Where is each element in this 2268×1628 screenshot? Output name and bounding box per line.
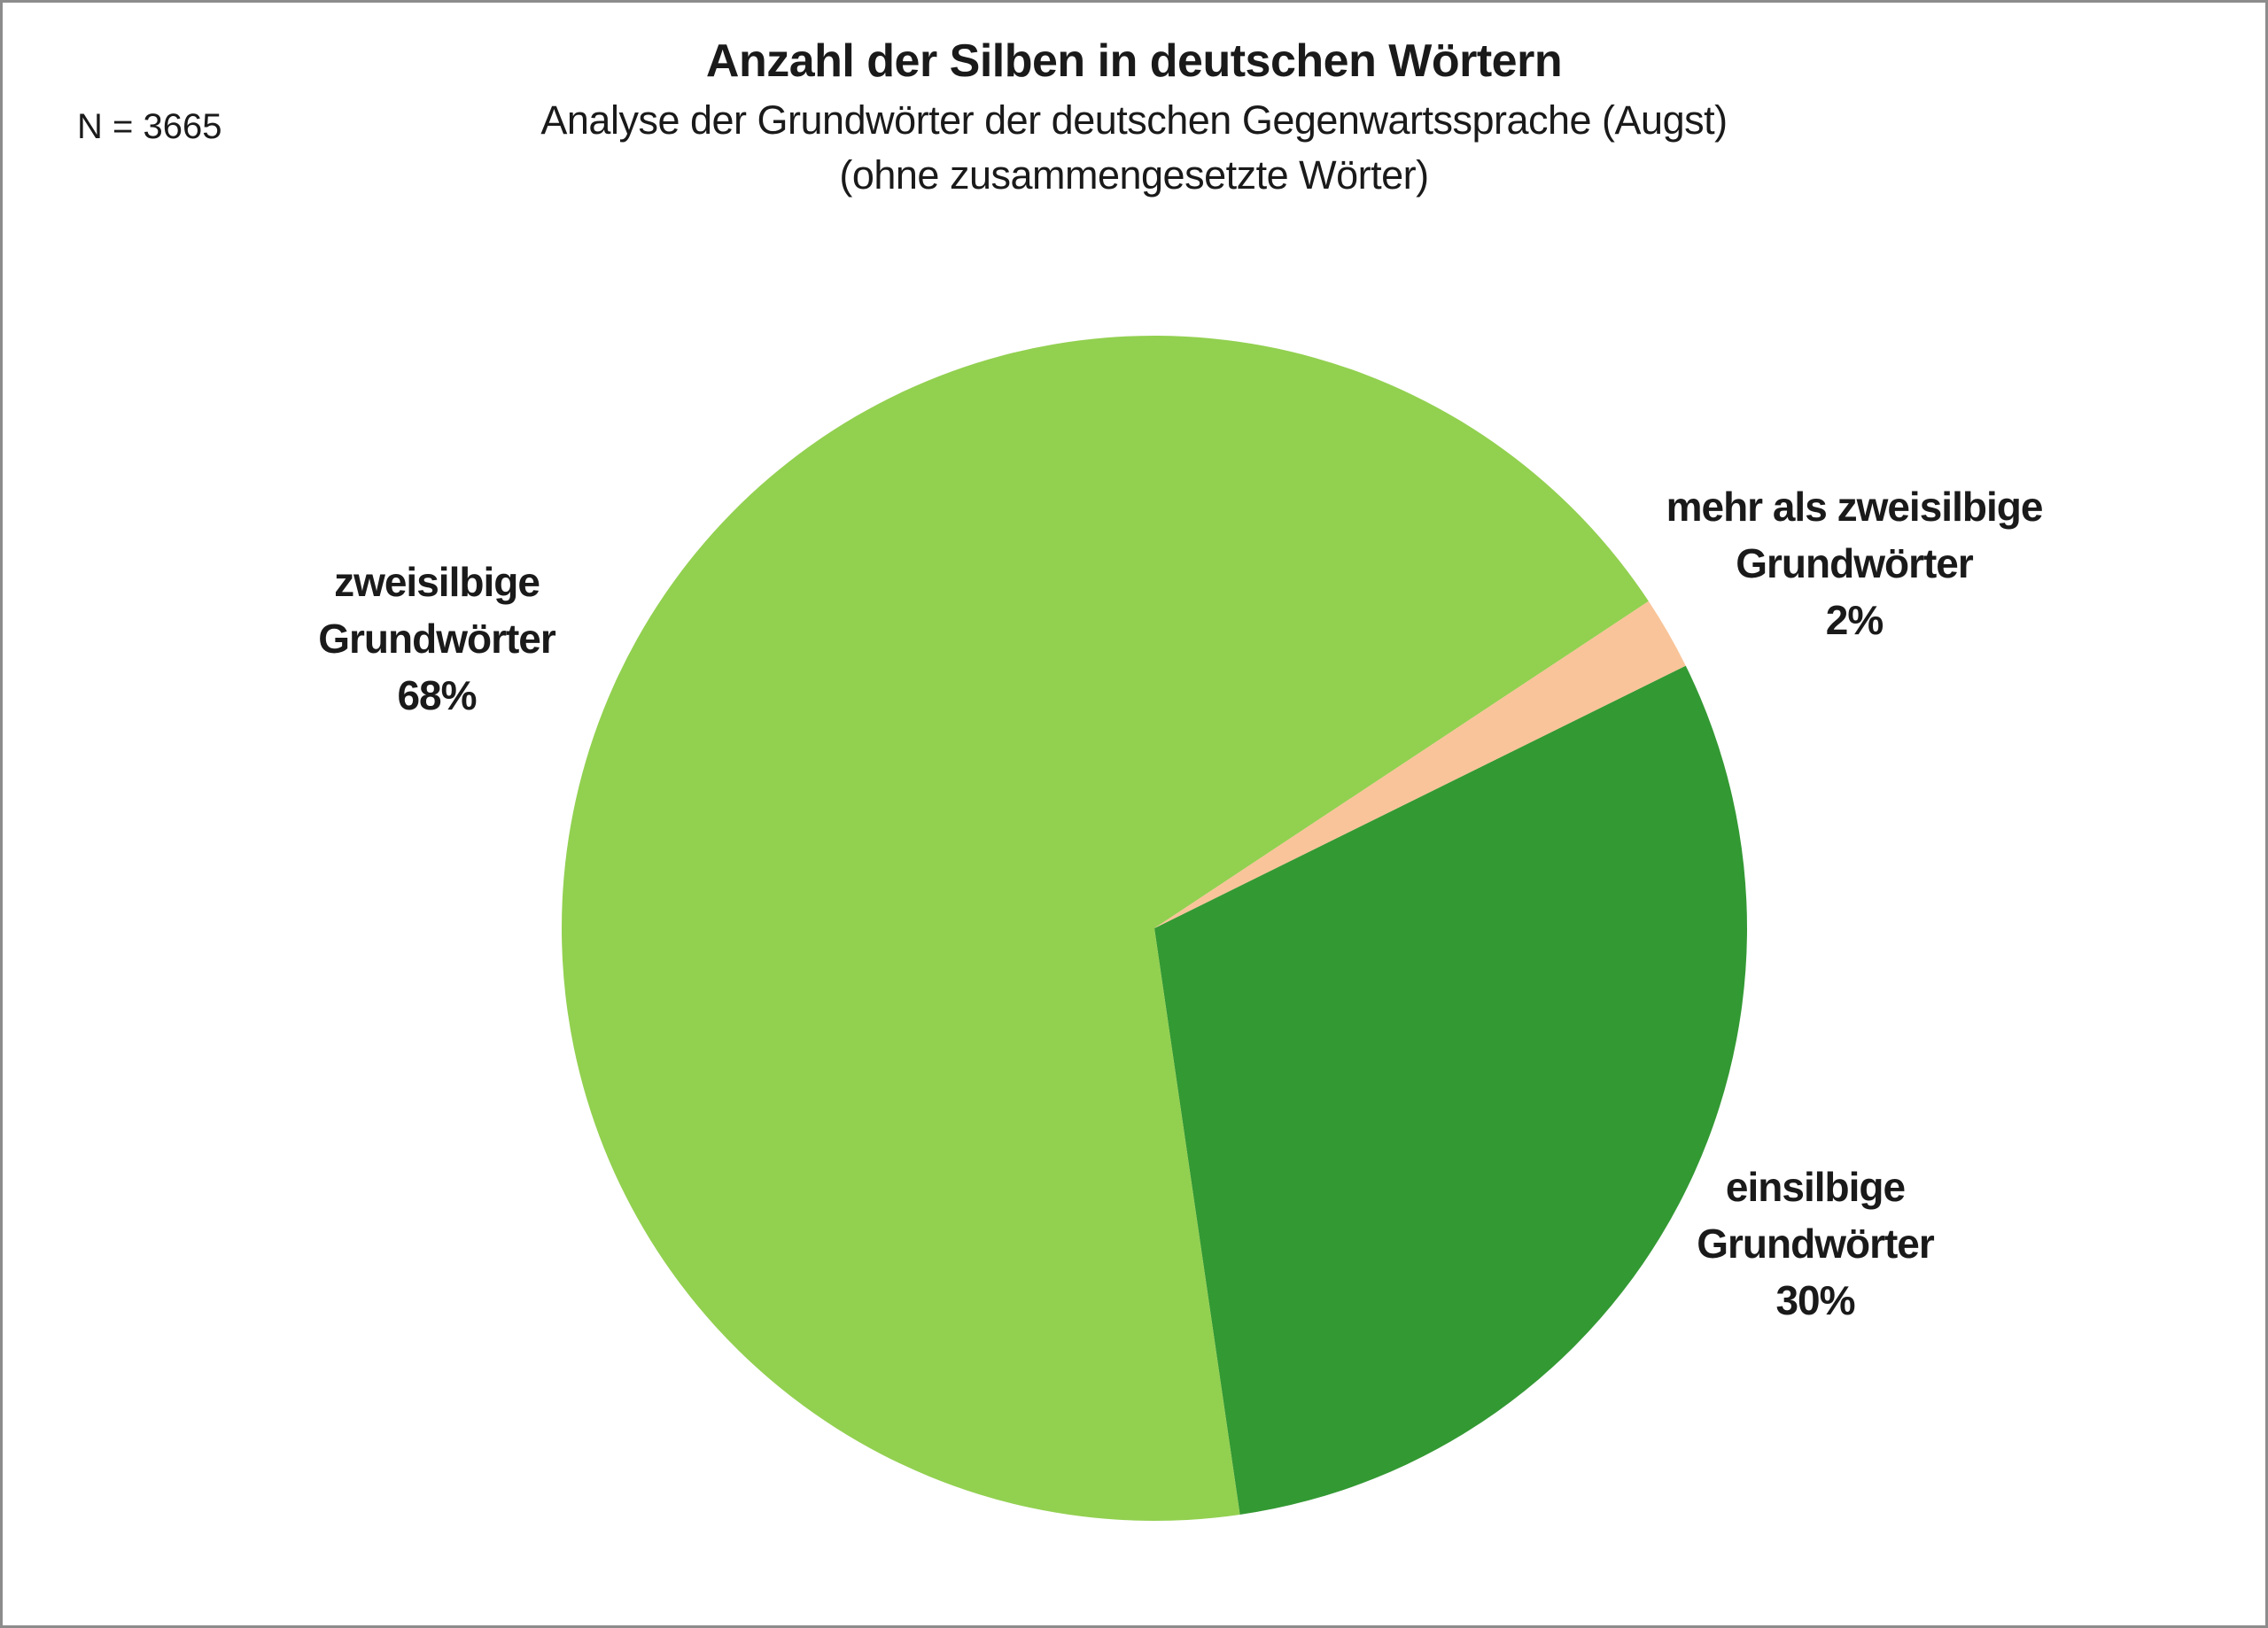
- chart-header: Anzahl der Silben in deutschen Wörtern A…: [3, 33, 2265, 203]
- slice-label-line: Grundwörter: [1697, 1221, 1935, 1267]
- pie-slice-einsilbige: [1154, 665, 1747, 1515]
- slice-label-line: zweisilbige: [334, 559, 540, 605]
- slice-label-line: einsilbige: [1725, 1164, 1906, 1210]
- slice-label-mehr-als-zweisilbige: mehr als zweisilbige Grundwörter 2%: [1666, 478, 2044, 648]
- chart-title: Anzahl der Silben in deutschen Wörtern: [705, 35, 1563, 87]
- slice-label-percent: 2%: [1825, 597, 1884, 643]
- slice-label-line: mehr als zweisilbige: [1666, 484, 2044, 530]
- slice-label-line: Grundwörter: [1736, 540, 1974, 586]
- slice-label-line: Grundwörter: [318, 616, 556, 662]
- chart-subtitle-note: (ohne zusammengesetzte Wörter): [839, 152, 1429, 198]
- chart-subtitle: Analyse der Grundwörter der deutschen Ge…: [540, 97, 1728, 143]
- sample-size-label: N = 3665: [77, 107, 222, 146]
- slice-label-einsilbige: einsilbige Grundwörter 30%: [1697, 1159, 1935, 1329]
- pie-slice-mehr-als-zweisilbige: [1154, 601, 1686, 928]
- pie-slice-zweisilbige: [562, 335, 1649, 1521]
- slice-label-percent: 30%: [1775, 1277, 1855, 1323]
- slice-label-percent: 68%: [397, 672, 477, 718]
- pie-chart: [562, 335, 1747, 1521]
- slice-label-zweisilbige: zweisilbige Grundwörter 68%: [318, 554, 556, 724]
